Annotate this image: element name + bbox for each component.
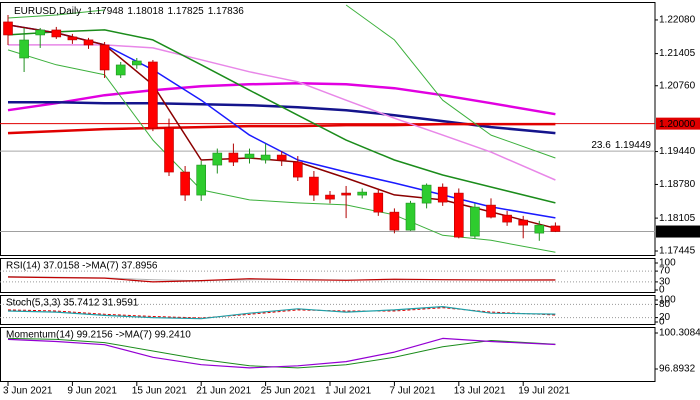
y-tick-label: 20 — [659, 312, 671, 323]
candle-body — [437, 186, 448, 203]
y-tick-label: 30 — [659, 277, 671, 288]
chart-title: EURUSD,Daily 1.17948 1.18018 1.17825 1.17836 — [14, 6, 244, 17]
candle-body — [421, 184, 432, 204]
candle-body — [502, 214, 512, 223]
close-value: 1.17836 — [208, 6, 245, 17]
candle-body — [51, 29, 62, 38]
candle-body — [35, 29, 46, 36]
candle-body — [244, 153, 255, 159]
y-tick-label: 80 — [659, 299, 671, 310]
x-tick-label: 7 Jul 2021 — [389, 386, 436, 397]
x-tick-label: 9 Jun 2021 — [67, 386, 117, 397]
candle-body — [83, 39, 94, 46]
x-tick-label: 15 Jun 2021 — [132, 386, 187, 397]
y-tick-label: 0 — [659, 317, 665, 328]
x-tick-label: 21 Jun 2021 — [196, 386, 251, 397]
y-tick-label: 1.20760 — [659, 80, 696, 91]
indicator-line — [7, 82, 556, 116]
price-label-box — [656, 117, 700, 130]
y-tick-label: 100.3084 — [659, 328, 700, 339]
y-tick-label: 1.22080 — [659, 15, 696, 26]
symbol: EURUSD,Daily — [14, 6, 81, 17]
high-value: 1.18018 — [127, 6, 164, 17]
y-tick-label: 0 — [659, 285, 665, 296]
indicator-line — [7, 337, 556, 369]
indicator-title: Stoch(5,3,3) 35.7412 31.9591 — [6, 298, 139, 309]
x-tick-label: 1 Jul 2021 — [325, 386, 372, 397]
candle-body — [180, 171, 190, 196]
indicator-line — [7, 29, 556, 204]
candle-body — [3, 21, 13, 36]
candle-body — [115, 64, 126, 76]
indicator-line — [7, 24, 556, 230]
candle-body — [470, 206, 480, 237]
indicator-line — [7, 276, 556, 283]
indicator-line — [8, 44, 556, 181]
candle-body — [212, 152, 223, 166]
y-tick-label: 1.21405 — [659, 48, 696, 59]
candle-body — [357, 191, 368, 196]
candle-body — [292, 161, 303, 178]
candle-body — [99, 44, 110, 71]
x-tick-label: 25 Jun 2021 — [261, 386, 316, 397]
x-tick-label: 13 Jul 2021 — [454, 386, 506, 397]
y-tick-label: 70 — [659, 266, 671, 277]
y-tick-label: 1.19440 — [659, 146, 696, 157]
candle-body — [534, 224, 545, 234]
fib-label: 23.6 1.19449 — [591, 140, 651, 151]
candle-body — [148, 61, 158, 129]
panel-frame — [0, 258, 656, 293]
candle-body — [453, 192, 464, 238]
candle-body — [486, 204, 496, 218]
y-tick-label: 1.18105 — [659, 213, 696, 224]
candle-body — [228, 152, 239, 163]
fib-value: 1.19449 — [615, 140, 652, 151]
candle-body — [373, 192, 384, 213]
x-tick-label: 3 Jun 2021 — [3, 386, 53, 397]
candle-body — [341, 192, 351, 196]
candle-body — [405, 202, 416, 231]
candle-body — [132, 60, 142, 66]
candle-body — [67, 36, 78, 41]
indicator-line — [7, 306, 556, 320]
y-tick-label: 100 — [659, 258, 676, 269]
indicator-line — [8, 100, 556, 135]
candle-body — [260, 154, 271, 161]
panel-frame — [0, 327, 656, 382]
open-value: 1.17948 — [87, 6, 124, 17]
low-value: 1.17825 — [168, 6, 205, 17]
price-label: 1.17836 — [659, 227, 696, 238]
fib-level: 23.6 — [591, 140, 611, 151]
y-tick-label: 1.17445 — [659, 246, 696, 257]
price-label-box — [656, 225, 700, 238]
indicator-title: RSI(14) 37.0158 ->MA(7) 37.8956 — [6, 261, 158, 272]
y-tick-label: 1.18780 — [659, 179, 696, 190]
price-label: 1.20000 — [659, 119, 696, 130]
indicator-title: Momentum(14) 99.2156 ->MA(7) 99.2410 — [6, 330, 191, 341]
indicator-line — [7, 4, 556, 159]
candle-body — [164, 127, 174, 173]
x-tick-label: 19 Jul 2021 — [518, 386, 570, 397]
candle-body — [550, 225, 561, 232]
candle-body — [19, 39, 29, 59]
indicator-line — [7, 307, 556, 319]
candle-body — [518, 219, 529, 226]
candle-body — [276, 154, 287, 161]
y-tick-label: 96.8932 — [659, 364, 696, 375]
indicator-line — [7, 122, 556, 135]
panel-frame — [0, 295, 656, 325]
candle-body — [196, 164, 206, 196]
y-tick-label: 100 — [659, 295, 676, 306]
candle-body — [325, 194, 335, 200]
candle-body — [389, 211, 400, 231]
candle-body — [309, 176, 319, 196]
indicator-line — [7, 49, 556, 253]
